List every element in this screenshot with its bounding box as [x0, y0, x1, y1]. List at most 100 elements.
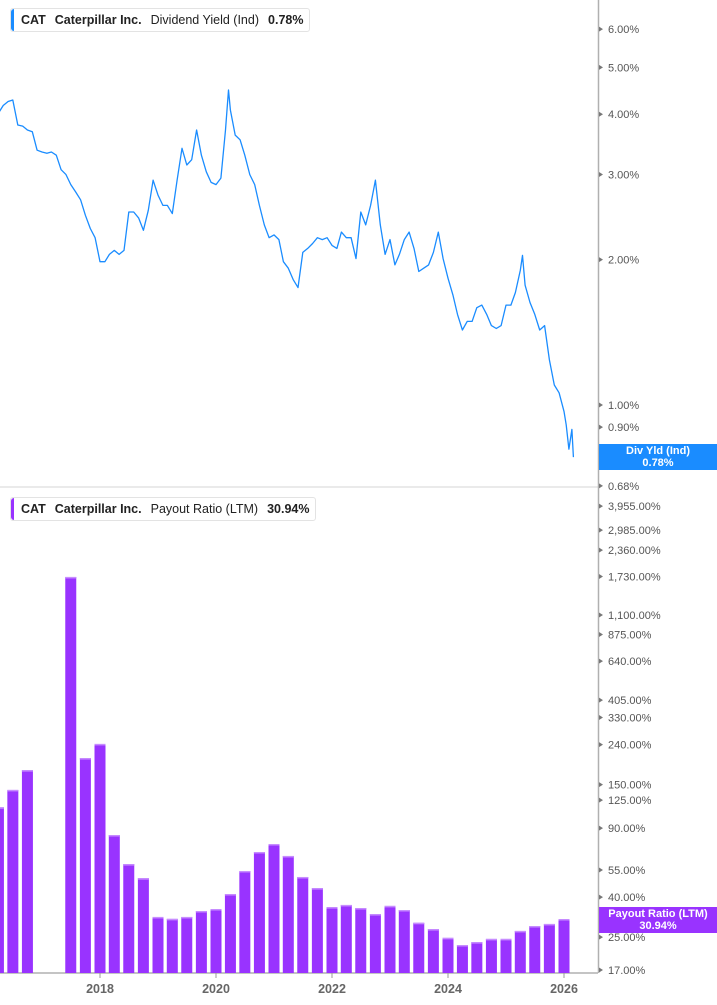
y-tick-mark: [599, 715, 603, 721]
bar-cap: [456, 945, 468, 947]
payout-ratio-bar: [7, 789, 19, 973]
payout-ratio-bar: [340, 904, 352, 973]
bar-cap: [413, 922, 425, 925]
payout-ratio-bar: [181, 916, 193, 973]
y-tick-mark: [599, 574, 603, 580]
payout-ratio-legend[interactable]: CAT Caterpillar Inc. Payout Ratio (LTM) …: [10, 497, 317, 521]
y-tick-mark: [599, 658, 603, 664]
y-tick-label: 40.00%: [608, 892, 646, 904]
legend-metric: Dividend Yield (Ind): [150, 13, 260, 27]
y-tick-label: 1,100.00%: [608, 610, 661, 622]
y-tick-label: 55.00%: [608, 865, 646, 877]
bar-cap: [0, 807, 4, 809]
bar-cap: [210, 909, 222, 911]
y-tick-mark: [599, 867, 603, 873]
y-tick-mark: [599, 697, 603, 703]
payout-ratio-bar: [384, 905, 396, 973]
bar-cap: [355, 908, 367, 910]
x-tick-label: 2022: [318, 982, 346, 996]
dividend-yield-legend[interactable]: CAT Caterpillar Inc. Dividend Yield (Ind…: [10, 8, 311, 32]
legend-company: Caterpillar Inc.: [54, 13, 142, 27]
x-tick-label: 2024: [434, 982, 462, 996]
legend-value: 0.78%: [268, 13, 304, 27]
bar-cap: [137, 878, 149, 880]
bar-cap: [65, 576, 77, 579]
payout-ratio-bar: [123, 864, 135, 973]
x-tick-label: 2026: [550, 982, 578, 996]
payout-ratio-bar: [413, 922, 425, 973]
y-tick-mark: [599, 402, 603, 408]
bar-cap: [79, 758, 91, 760]
payout-ratio-value-tag: Payout Ratio (LTM) 30.94%: [599, 907, 717, 933]
bar-cap: [326, 907, 338, 909]
tag-value: 0.78%: [642, 457, 674, 469]
y-tick-label: 150.00%: [608, 780, 652, 792]
payout-ratio-bar: [485, 938, 497, 973]
tag-label: Payout Ratio (LTM): [608, 908, 708, 920]
payout-ratio-bar: [268, 843, 280, 973]
y-tick-mark: [599, 503, 603, 509]
legend-value: 30.94%: [267, 502, 310, 516]
payout-ratio-bar: [239, 870, 251, 973]
payout-ratio-bar: [398, 910, 410, 973]
payout-ratio-bar: [471, 942, 483, 973]
bar-cap: [239, 870, 251, 873]
bar-cap: [500, 938, 512, 941]
bar-cap: [268, 843, 280, 846]
bar-cap: [369, 914, 381, 916]
payout-ratio-bar: [0, 807, 4, 973]
y-tick-label: 3,955.00%: [608, 501, 661, 513]
bar-cap: [253, 851, 265, 854]
bottom-y-axis: 3,955.00% 2,985.00% 2,360.00% 1,730.00% 1,10…: [599, 501, 661, 977]
payout-ratio-bar: [253, 851, 265, 973]
y-tick-mark: [599, 64, 603, 70]
bar-cap: [7, 789, 19, 792]
y-tick-label: 2.00%: [608, 255, 639, 267]
y-tick-mark: [599, 894, 603, 900]
x-axis: 2018 2020 2022 2024 2026: [86, 973, 578, 996]
payout-ratio-bar: [297, 876, 309, 973]
payout-ratio-bar: [282, 855, 294, 973]
tag-value: 30.94%: [639, 920, 677, 932]
y-tick-label: 17.00%: [608, 965, 646, 977]
bar-cap: [224, 894, 236, 896]
y-tick-label: 6.00%: [608, 24, 639, 36]
payout-ratio-bar: [543, 923, 555, 973]
tag-label: Div Yld (Ind): [626, 445, 690, 457]
payout-ratio-bar: [529, 926, 541, 973]
y-tick-mark: [599, 934, 603, 940]
y-tick-label: 330.00%: [608, 713, 652, 725]
y-tick-mark: [599, 547, 603, 553]
bar-cap: [340, 904, 352, 907]
y-tick-label: 875.00%: [608, 630, 652, 642]
bar-cap: [398, 910, 410, 912]
y-tick-label: 125.00%: [608, 795, 652, 807]
payout-ratio-bar: [166, 918, 178, 973]
payout-ratio-bar: [21, 770, 33, 973]
payout-ratio-bar: [224, 894, 236, 973]
payout-ratio-bar: [108, 835, 120, 973]
dividend-yield-line: [0, 89, 575, 458]
y-tick-mark: [599, 26, 603, 32]
payout-ratio-bar: [311, 888, 323, 973]
y-tick-mark: [599, 111, 603, 117]
payout-ratio-bar: [210, 909, 222, 973]
y-tick-label: 0.90%: [608, 422, 639, 434]
bar-cap: [21, 770, 33, 772]
payout-ratio-bar: [195, 910, 207, 973]
y-tick-label: 240.00%: [608, 740, 652, 752]
y-tick-mark: [599, 424, 603, 430]
bar-cap: [427, 929, 439, 931]
payout-ratio-bar: [355, 908, 367, 973]
payout-ratio-bar: [500, 938, 512, 973]
legend-ticker: CAT: [21, 13, 46, 27]
payout-ratio-bar: [137, 878, 149, 973]
bar-cap: [94, 743, 106, 746]
y-tick-mark: [599, 527, 603, 533]
bar-cap: [471, 942, 483, 944]
bar-cap: [442, 937, 454, 940]
payout-ratio-bar: [94, 743, 106, 973]
bar-cap: [166, 918, 178, 921]
y-tick-label: 2,360.00%: [608, 545, 661, 557]
payout-ratio-series: [0, 576, 570, 973]
